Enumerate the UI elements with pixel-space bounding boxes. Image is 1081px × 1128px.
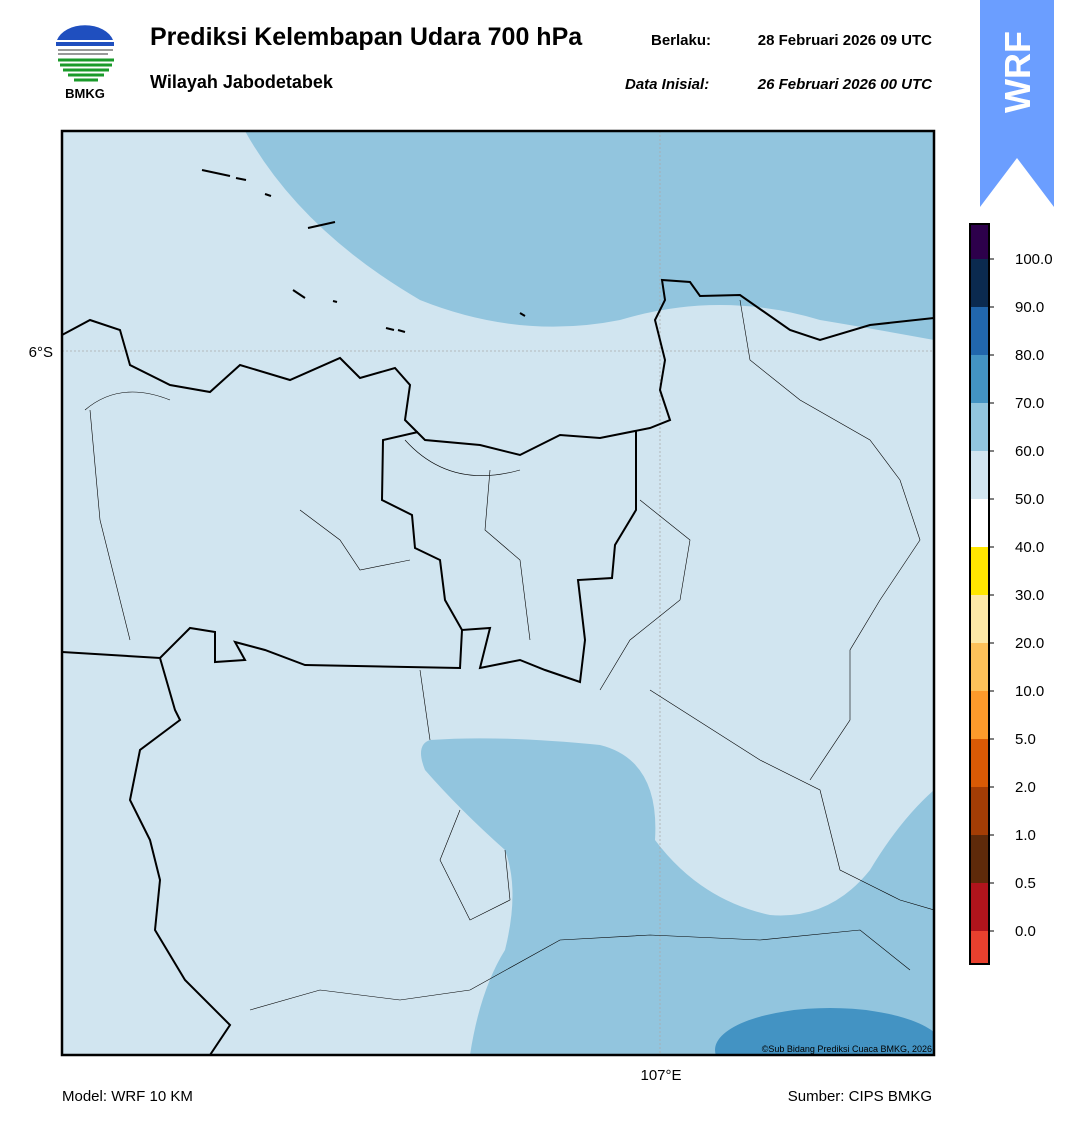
colorbar-segment xyxy=(970,307,989,355)
valid-time: 28 Februari 2026 09 UTC xyxy=(758,32,932,49)
subtitle: Wilayah Jabodetabek xyxy=(150,72,334,92)
colorbar-label: 100.0 xyxy=(1015,251,1053,268)
colorbar-segment xyxy=(970,883,989,931)
colorbar-label: 70.0 xyxy=(1015,395,1044,412)
map-frame xyxy=(60,129,936,1057)
colorbar: 100.0 90.0 80.0 70.0 60.0 50.0 40.0 30.0 20.0 10.… xyxy=(969,223,1053,965)
badge-bg xyxy=(980,0,1054,207)
logo: BMKG xyxy=(56,25,114,101)
colorbar-segment xyxy=(970,835,989,883)
colorbar-label: 30.0 xyxy=(1015,587,1044,604)
colorbar-segment xyxy=(970,595,989,643)
colorbar-segment xyxy=(970,547,989,595)
colorbar-label: 2.0 xyxy=(1015,779,1036,796)
colorbar-label: 50.0 xyxy=(1015,491,1044,508)
colorbar-segment xyxy=(970,499,989,547)
colorbar-label: 0.0 xyxy=(1015,923,1036,940)
colorbar-segment xyxy=(970,451,989,499)
colorbar-label: 40.0 xyxy=(1015,539,1044,556)
colorbar-label: 90.0 xyxy=(1015,299,1044,316)
colorbar-label: 80.0 xyxy=(1015,347,1044,364)
colorbar-segment xyxy=(970,787,989,835)
colorbar-segment xyxy=(970,403,989,451)
colorbar-segment xyxy=(970,739,989,787)
colorbar-segment xyxy=(970,643,989,691)
credit: ©Sub Bidang Prediksi Cuaca BMKG, 2026 xyxy=(762,1044,932,1054)
logo-text: BMKG xyxy=(65,86,105,101)
colorbar-label: 10.0 xyxy=(1015,683,1044,700)
title: Prediksi Kelembapan Udara 700 hPa xyxy=(150,23,583,51)
lon-label: 107°E xyxy=(640,1067,681,1084)
colorbar-label: 1.0 xyxy=(1015,827,1036,844)
lat-label: 6°S xyxy=(29,344,53,361)
colorbar-segment xyxy=(970,355,989,403)
colorbar-frame xyxy=(969,223,990,965)
badge-text: WRF xyxy=(997,31,1038,113)
colorbar-segment xyxy=(970,259,989,307)
colorbar-label: 60.0 xyxy=(1015,443,1044,460)
colorbar-segment xyxy=(970,224,989,259)
init-label: Data Inisial: xyxy=(625,76,709,93)
colorbar-segment xyxy=(970,931,989,964)
map-area xyxy=(62,131,934,1055)
model: Model: WRF 10 KM xyxy=(62,1088,193,1105)
colorbar-label: 20.0 xyxy=(1015,635,1044,652)
colorbar-segment xyxy=(970,691,989,739)
init-time: 26 Februari 2026 00 UTC xyxy=(757,76,933,93)
valid-label: Berlaku: xyxy=(651,32,711,49)
colorbar-label: 0.5 xyxy=(1015,875,1036,892)
colorbar-label: 5.0 xyxy=(1015,731,1036,748)
source: Sumber: CIPS BMKG xyxy=(788,1088,932,1105)
